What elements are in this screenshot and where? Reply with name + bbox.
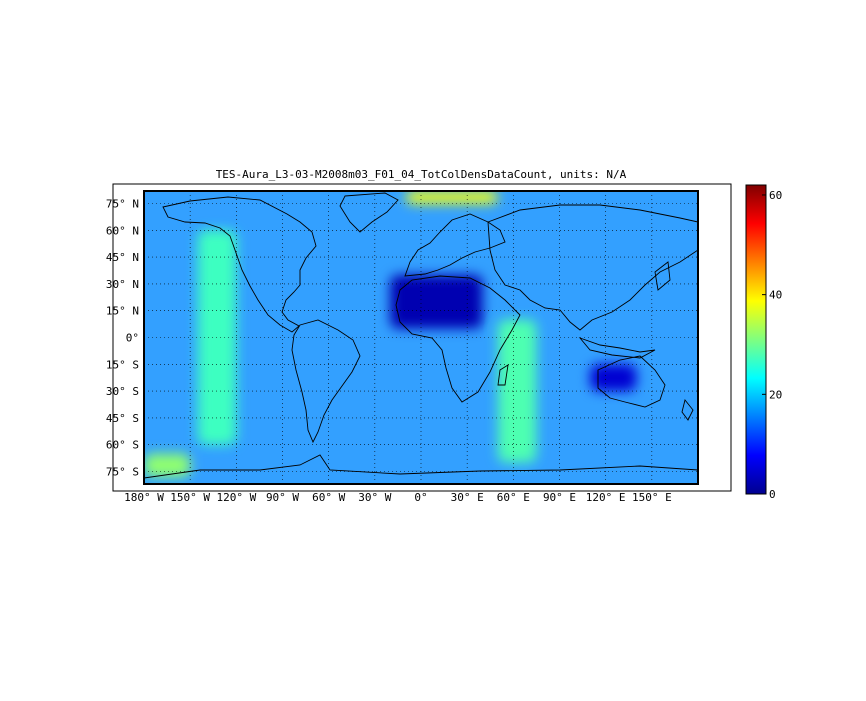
x-tick-label: 150° W [170, 491, 210, 504]
data-region-5 [144, 453, 191, 477]
data-region-3 [590, 364, 637, 392]
coastline-new-zealand [681, 399, 694, 421]
coastline-africa [395, 275, 521, 403]
colorbar-tick-label: 0 [769, 488, 776, 501]
x-tick-label: 60° E [497, 491, 530, 504]
y-tick-label: 30° S [106, 385, 139, 398]
x-tick-label: 90° E [543, 491, 576, 504]
gridlines [144, 191, 698, 484]
y-tick-label: 45° S [106, 412, 139, 425]
x-tick-label: 60° W [312, 491, 345, 504]
coastline-asia [487, 204, 698, 331]
data-field [144, 191, 637, 477]
y-tick-label: 60° S [106, 439, 139, 452]
data-region-1 [497, 319, 537, 463]
y-tick-label: 60° N [106, 224, 139, 237]
x-tick-label: 0° [414, 491, 427, 504]
coastline-antarctica [144, 454, 698, 479]
y-tick-label: 0° [126, 332, 139, 345]
x-tick-labels: 180° W 150° W 120° W 90° W 60° W 30° W 0° 30° E… [124, 491, 672, 504]
y-tick-label: 15° S [106, 358, 139, 371]
coastline-europe [404, 213, 506, 277]
y-tick-labels: 75° N 60° N 45° N 30° N 15° N 0° 15° S 30° S 45°… [106, 198, 139, 479]
colorbar [745, 184, 767, 495]
colorbar-tick-label: 20 [769, 388, 782, 401]
x-tick-label: 30° E [451, 491, 484, 504]
y-tick-label: 30° N [106, 278, 139, 291]
x-tick-label: 120° E [586, 491, 626, 504]
x-tick-label: 150° E [632, 491, 672, 504]
data-region-2 [390, 274, 483, 329]
coastline-north-america [162, 196, 317, 333]
colorbar-ticks: 0 20 40 60 [762, 189, 782, 501]
y-tick-label: 75° S [106, 465, 139, 478]
y-tick-label: 15° N [106, 305, 139, 318]
y-tick-label: 75° N [106, 198, 139, 211]
colorbar-tick-label: 60 [769, 189, 782, 202]
x-tick-label: 180° W [124, 491, 164, 504]
coastline-australia [597, 355, 666, 408]
coastline-south-america [291, 319, 361, 444]
map-border [143, 190, 699, 485]
x-tick-label: 30° W [358, 491, 391, 504]
coastline-greenland [339, 192, 399, 233]
coastline-madagascar [497, 364, 509, 386]
y-tick-label: 45° N [106, 251, 139, 264]
x-tick-label: 90° W [266, 491, 299, 504]
map-area [144, 191, 698, 484]
chart-title: TES-Aura_L3-03-M2008m03_F01_04_TotColDen… [216, 168, 627, 181]
colorbar-tick-label: 40 [769, 289, 782, 302]
coastline-indonesia [578, 337, 656, 359]
data-region-4 [405, 191, 498, 204]
coastlines [144, 192, 698, 479]
data-region-0 [197, 230, 237, 445]
x-tick-label: 120° W [216, 491, 256, 504]
